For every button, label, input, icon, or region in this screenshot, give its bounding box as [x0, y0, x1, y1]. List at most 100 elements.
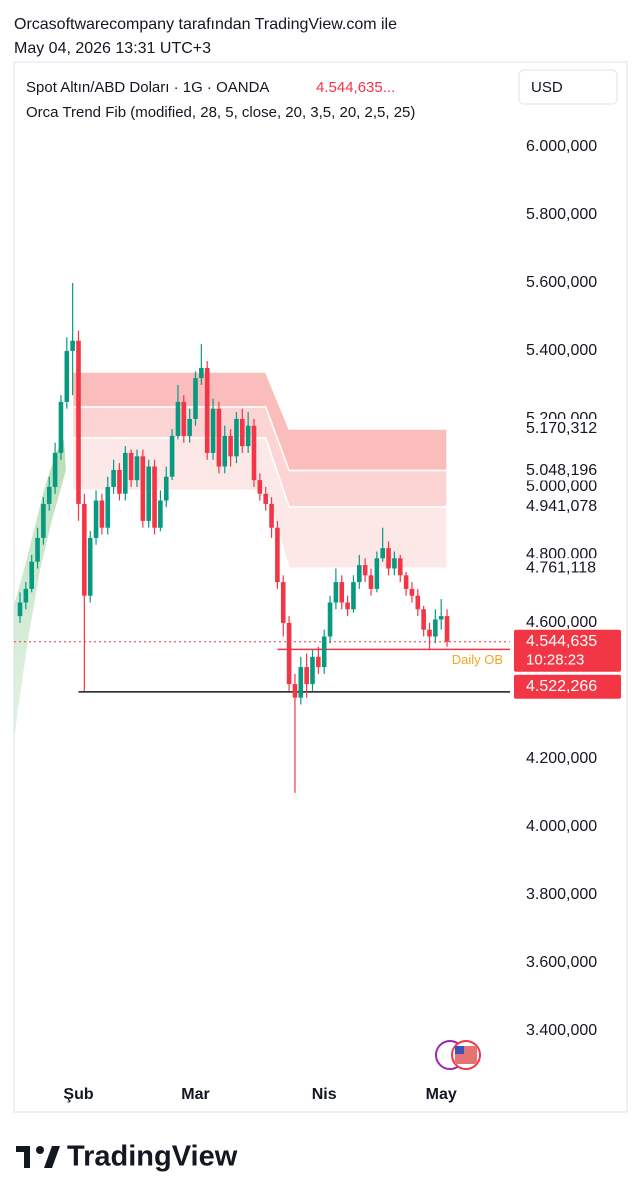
symbol-title: Spot Altın/ABD Doları · 1G · OANDA — [26, 79, 269, 96]
candle-body — [310, 656, 315, 685]
daily-ob-label: Daily OB — [452, 652, 503, 667]
candle-body — [304, 667, 309, 685]
candle-body — [187, 418, 192, 436]
candle-body — [228, 435, 233, 457]
candle-body — [169, 435, 175, 477]
fib-level-label: 5.048,196 — [526, 462, 597, 479]
candle-body — [245, 425, 251, 447]
candle-body — [52, 452, 58, 487]
x-tick-label: Nis — [312, 1086, 337, 1103]
y-tick-label: 4.000,000 — [526, 818, 597, 835]
axis-label-bg — [516, 558, 626, 579]
candle-body — [128, 452, 134, 481]
candle-body — [105, 486, 111, 528]
brand: TradingView — [67, 1141, 238, 1173]
candle-body — [35, 537, 40, 562]
candle-body — [123, 452, 128, 494]
candle-body — [210, 408, 216, 453]
event-icons — [435, 1040, 481, 1070]
candle-body — [163, 476, 169, 501]
candle-body — [333, 582, 339, 603]
candle-body — [70, 340, 75, 351]
candle-body — [269, 503, 274, 528]
candle-body — [234, 418, 239, 457]
candle-body — [386, 548, 391, 569]
candle-body — [427, 629, 432, 637]
last-price-label: 4.544,635 — [526, 633, 597, 650]
candle-body — [58, 401, 64, 453]
candle-body — [134, 456, 140, 481]
candle-body — [351, 582, 356, 610]
candle-body — [87, 537, 93, 596]
candle-body — [41, 503, 46, 538]
candle-body — [298, 667, 304, 698]
candle-body — [380, 548, 385, 559]
candle-body — [438, 616, 444, 620]
x-tick-label: Mar — [181, 1086, 209, 1103]
chart-frame — [13, 61, 628, 1113]
candle-body — [321, 636, 327, 668]
y-tick-label: 5.600,000 — [526, 274, 597, 291]
brand-logo — [16, 1146, 60, 1168]
candle-body — [175, 401, 181, 436]
currency-button[interactable] — [518, 69, 618, 105]
fib-level-label: 4.761,118 — [526, 559, 596, 576]
candle-body — [93, 500, 99, 538]
candle-body — [362, 565, 368, 576]
candle-body — [409, 588, 415, 596]
candle-body — [158, 500, 163, 528]
candle-body — [433, 619, 438, 637]
currency[interactable]: USD — [531, 79, 563, 96]
plot-area — [14, 282, 510, 793]
candle-body — [199, 367, 204, 379]
candle-body — [286, 622, 292, 685]
last-price-box — [514, 629, 621, 672]
candle-body — [339, 582, 345, 603]
candle-body — [392, 558, 397, 569]
daily-ob-price: 4.522,266 — [526, 678, 597, 695]
y-tick-label: 5.000,000 — [526, 478, 597, 495]
candle-body — [216, 408, 222, 467]
candle-body — [46, 486, 52, 504]
candle-body — [327, 602, 333, 637]
candle-body — [146, 466, 151, 521]
candle-body — [64, 350, 70, 402]
candle-body — [117, 469, 122, 494]
candle-body — [444, 616, 450, 642]
candle-body — [222, 435, 228, 467]
candle-body — [193, 378, 198, 419]
candle-body — [292, 684, 298, 698]
byline: Orcasoftwarecompany tarafından TradingVi… — [14, 16, 397, 33]
candle-body — [368, 575, 374, 589]
candle-body — [263, 493, 268, 504]
y-tick-label: 3.800,000 — [526, 886, 597, 903]
axis-label-bg — [516, 460, 626, 481]
y-tick-label: 6.000,000 — [526, 138, 597, 155]
axis-label-bg — [516, 419, 626, 440]
candle-body — [29, 561, 34, 589]
y-tick-label: 3.400,000 — [526, 1022, 597, 1039]
candle-body — [357, 565, 362, 583]
y-tick-label: 4.600,000 — [526, 614, 597, 631]
candle-body — [257, 480, 263, 494]
candle-body — [76, 340, 81, 504]
candle-body — [403, 575, 409, 589]
axis-label-bg — [516, 496, 626, 517]
y-tick-label: 5.800,000 — [526, 206, 597, 223]
countdown: 10:28:23 — [526, 652, 584, 669]
candle-body — [374, 558, 380, 589]
candle-body — [152, 466, 157, 528]
candle-body — [415, 595, 421, 610]
price-axis: 6.000,0005.800,0005.600,0005.400,0005.20… — [514, 138, 626, 1039]
candle-body — [140, 456, 146, 521]
candle-body — [204, 367, 210, 453]
indicator-band — [14, 440, 66, 740]
candle-body — [421, 609, 426, 630]
candle-body — [275, 527, 280, 583]
candle-body — [316, 656, 321, 668]
candle-body — [240, 418, 245, 447]
candle-body — [82, 503, 87, 596]
x-tick-label: Şub — [63, 1086, 93, 1103]
